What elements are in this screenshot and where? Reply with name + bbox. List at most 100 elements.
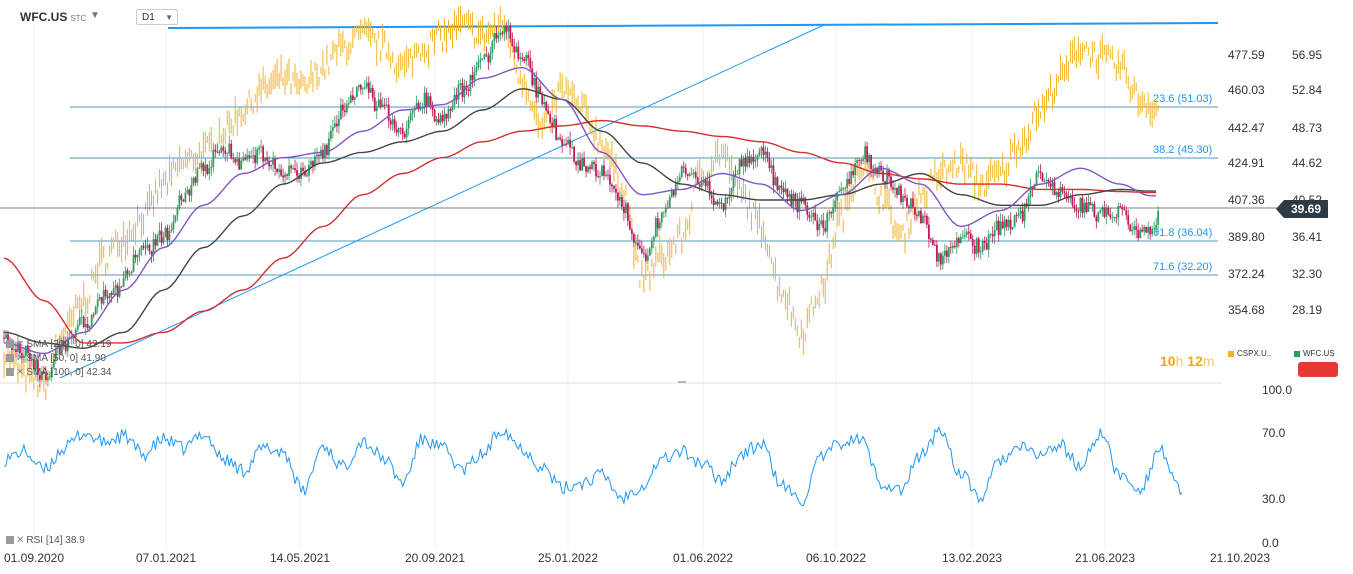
candle-body [371, 88, 374, 98]
candle-body [509, 25, 512, 39]
candle-body [638, 245, 641, 249]
candle-body [1049, 183, 1052, 187]
candle-body [688, 173, 691, 176]
candle-body [589, 166, 591, 169]
candle-body [780, 185, 783, 188]
indicator-sma-100[interactable]: ✕ SMA [100, 0] 42.34 [6, 367, 111, 378]
timeframe-select[interactable]: D1 ▼ [136, 9, 178, 25]
candle-body [770, 165, 773, 168]
indicator-sma-200[interactable]: ✕ SMA [200, 0] 42.19 [6, 339, 111, 350]
candle-body [367, 82, 370, 93]
candle-body [328, 138, 330, 156]
sma-50-line [3, 66, 1157, 355]
candle-body [116, 285, 119, 297]
candle-body [929, 238, 932, 241]
candle-body [210, 166, 213, 169]
sell-badge[interactable] [1298, 362, 1338, 377]
candle-body [1003, 219, 1006, 229]
candle-body [54, 348, 57, 360]
candle-body [1129, 224, 1132, 232]
candle-body [750, 156, 753, 164]
legend-compare[interactable]: CSPX.U.. [1228, 349, 1271, 358]
candle-body [926, 215, 928, 225]
candle-body [740, 159, 743, 167]
candle-body [826, 213, 829, 232]
candle-body [519, 57, 522, 59]
candle-body [72, 336, 75, 338]
candle-body [1031, 186, 1034, 190]
candle-countdown: 10h 12m [1160, 353, 1215, 369]
x-axis-tick: 14.05.2021 [270, 551, 330, 565]
candle-body [1101, 207, 1104, 211]
candle-body [78, 317, 81, 325]
candle-body [268, 160, 271, 167]
pane-resize-handle[interactable] [678, 381, 686, 383]
candle-body [722, 203, 725, 210]
left-axis-tick: 442.47 [1228, 121, 1265, 135]
rsi-axis-tick: 0.0 [1262, 536, 1279, 550]
candle-body [658, 222, 661, 229]
candle-body [692, 172, 695, 174]
candle-body [983, 240, 986, 243]
candle-body [613, 186, 615, 189]
candle-body [644, 253, 647, 261]
candle-body [144, 247, 147, 249]
candle-body [60, 340, 63, 355]
candle-body [252, 155, 255, 157]
candle-body [642, 252, 645, 254]
settings-icon[interactable] [6, 368, 14, 377]
candle-body [1153, 228, 1156, 230]
settings-icon[interactable] [6, 354, 14, 363]
candle-body [190, 184, 193, 196]
candle-body [698, 184, 701, 187]
candle-body [435, 119, 438, 122]
candle-body [1151, 229, 1154, 235]
x-axis-tick: 01.06.2022 [673, 551, 733, 565]
candle-body [282, 175, 284, 178]
candle-body [216, 151, 219, 153]
symbol-label[interactable]: WFC.US STC [20, 10, 87, 24]
left-axis: 477.59 460.03 442.47 424.91 407.36 389.80 372.… [1228, 48, 1265, 317]
candle-body [916, 214, 918, 216]
candle-body [429, 96, 432, 106]
settings-icon[interactable] [6, 536, 14, 545]
compare-series-cspx [3, 6, 1159, 401]
candle-body [563, 144, 566, 146]
candle-body [533, 78, 536, 86]
candle-body [132, 254, 135, 272]
candle-body [381, 104, 384, 107]
candle-body [963, 234, 966, 237]
candle-body [224, 150, 227, 154]
indicator-rsi[interactable]: ✕ RSI [14] 38.9 [6, 535, 85, 546]
candle-body [1103, 207, 1106, 217]
settings-icon[interactable] [6, 340, 14, 349]
indicator-sma-50[interactable]: ✕ SMA [50, 0] 41.90 [6, 353, 106, 364]
close-icon[interactable]: ✕ [16, 367, 25, 378]
candle-body [479, 58, 482, 62]
legend-main[interactable]: WFC.US [1294, 349, 1335, 358]
candle-body [246, 155, 249, 160]
symbol-dropdown-icon[interactable]: ▼ [90, 10, 100, 21]
candle-body [1113, 217, 1116, 219]
candle-body [822, 220, 825, 228]
candle-body [734, 174, 737, 176]
candle-body [557, 137, 560, 140]
candle-body [696, 177, 699, 185]
candle-body [591, 162, 593, 169]
candle-body [3, 337, 5, 339]
candle-body [716, 201, 719, 205]
candle-body [322, 149, 324, 159]
candle-body [415, 102, 418, 109]
candle-body [184, 192, 187, 202]
candle-body [172, 221, 175, 230]
close-icon[interactable]: ✕ [16, 353, 25, 364]
candle-body [928, 224, 930, 239]
candle-body [459, 83, 462, 85]
candle-body [796, 200, 799, 213]
candle-body [864, 146, 867, 160]
candle-body [924, 215, 926, 217]
x-axis-tick: 07.01.2021 [136, 551, 196, 565]
candle-body [84, 323, 87, 328]
close-icon[interactable]: ✕ [16, 535, 25, 546]
close-icon[interactable]: ✕ [16, 339, 25, 350]
